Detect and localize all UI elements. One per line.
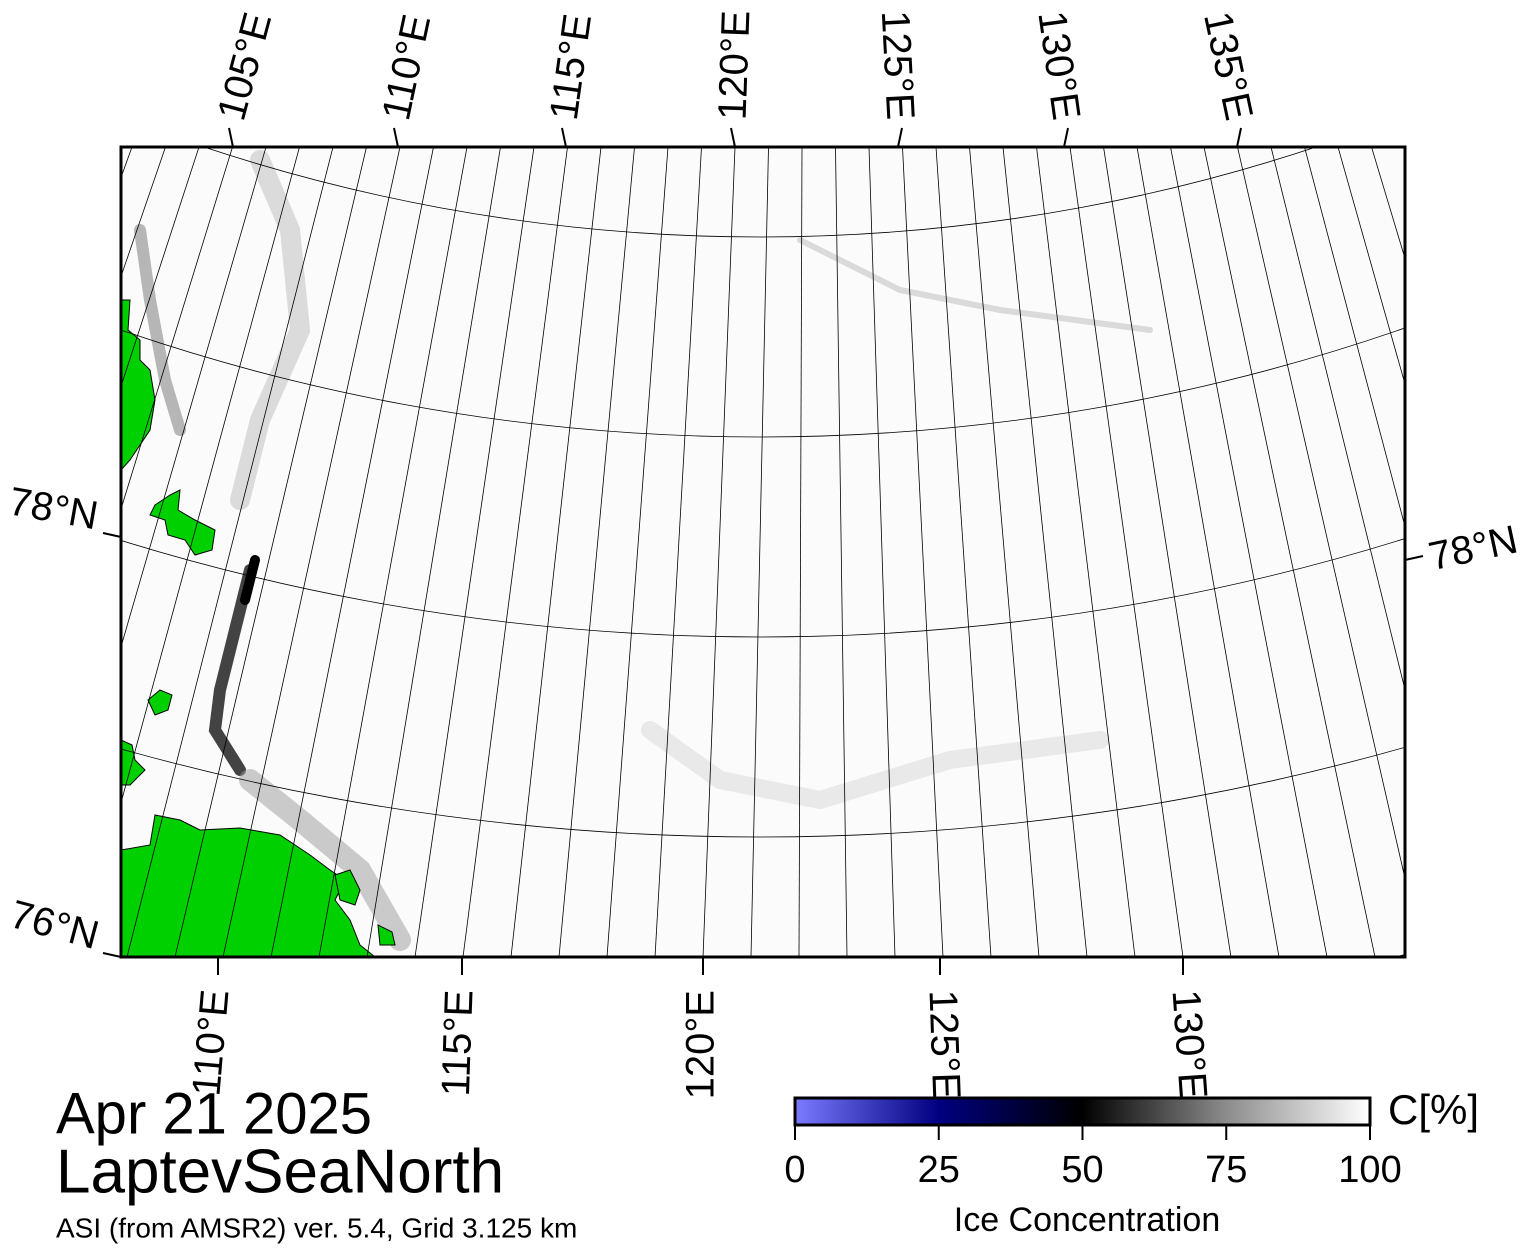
tick bbox=[1063, 127, 1069, 148]
tick bbox=[730, 127, 736, 148]
top-lon-label: 105°E bbox=[209, 8, 280, 125]
colorbar-tick-label: 0 bbox=[784, 1149, 805, 1191]
meridian bbox=[126, 147, 334, 957]
bottom-lon-label: 115°E bbox=[434, 989, 482, 1097]
meridian bbox=[1136, 147, 1280, 957]
tick bbox=[561, 127, 567, 148]
tick bbox=[897, 127, 903, 148]
map-frame bbox=[119, 145, 1407, 959]
date: Apr 21 2025 bbox=[56, 1081, 372, 1146]
tick bbox=[102, 532, 122, 538]
meridian bbox=[121, 147, 233, 511]
bottom-lon-label: 125°E bbox=[920, 989, 968, 1100]
colorbar-tick-label: 100 bbox=[1338, 1149, 1401, 1191]
meridian bbox=[1386, 0, 1528, 957]
meridian bbox=[1002, 147, 1088, 957]
meridian bbox=[750, 147, 769, 957]
ocean bbox=[121, 147, 1405, 957]
meridian bbox=[318, 147, 468, 957]
tick bbox=[1236, 127, 1242, 148]
tick bbox=[102, 952, 122, 958]
meridian bbox=[0, 0, 103, 957]
map-area bbox=[0, 0, 1528, 957]
tick bbox=[393, 127, 399, 148]
top-lon-label: 120°E bbox=[711, 10, 759, 121]
meridian bbox=[868, 147, 896, 957]
meridian bbox=[558, 147, 635, 957]
tick bbox=[1404, 555, 1424, 561]
meridian bbox=[121, 147, 267, 649]
meridian bbox=[1170, 147, 1328, 957]
meridian bbox=[270, 147, 434, 957]
meridian bbox=[935, 147, 992, 957]
meridian bbox=[414, 147, 535, 957]
meridian bbox=[1203, 147, 1376, 957]
meridian bbox=[222, 147, 401, 957]
colorbar: C[%] Ice Concentration 0 25 50 75 100 bbox=[784, 1086, 1479, 1239]
top-lon-label: 110°E bbox=[374, 11, 439, 124]
meridian bbox=[606, 147, 669, 957]
meridian bbox=[702, 147, 736, 957]
bottom-lon-label: 120°E bbox=[679, 990, 723, 1099]
top-lon-label: 115°E bbox=[542, 11, 600, 123]
meridian bbox=[366, 147, 501, 957]
top-lon-label: 130°E bbox=[1029, 8, 1088, 122]
meridian bbox=[1069, 147, 1184, 957]
top-lon-label: 135°E bbox=[1195, 8, 1261, 124]
meridian bbox=[510, 147, 602, 957]
product: ASI (from AMSR2) ver. 5.4, Grid 3.125 km bbox=[56, 1212, 577, 1243]
graticule bbox=[0, 0, 1528, 957]
meridian bbox=[462, 147, 568, 957]
colorbar-label: Ice Concentration bbox=[954, 1201, 1221, 1239]
meridian bbox=[1304, 147, 1405, 529]
meridian bbox=[798, 147, 803, 957]
meridian bbox=[174, 147, 367, 957]
meridian bbox=[835, 147, 848, 957]
meridian bbox=[0, 0, 132, 957]
bottom-lon-label: 130°E bbox=[1163, 988, 1215, 1100]
colorbar-tick-label: 75 bbox=[1205, 1149, 1247, 1191]
meridian bbox=[1103, 147, 1232, 957]
left-lat-label: 76°N bbox=[6, 892, 104, 958]
top-lon-label: 125°E bbox=[873, 9, 923, 121]
colorbar-ramp bbox=[793, 1096, 1372, 1127]
region: LaptevSeaNorth bbox=[56, 1137, 504, 1206]
tick bbox=[228, 127, 234, 148]
colorbar-unit: C[%] bbox=[1388, 1086, 1479, 1133]
meridian bbox=[1270, 147, 1405, 692]
meridian bbox=[121, 147, 300, 805]
parallel bbox=[0, 0, 1528, 37]
meridian bbox=[1036, 147, 1136, 957]
meridian bbox=[1237, 147, 1405, 881]
colorbar-tick-label: 25 bbox=[918, 1149, 960, 1191]
right-lat-label: 78°N bbox=[1425, 518, 1522, 580]
left-lat-label: 78°N bbox=[6, 479, 102, 538]
ice-features bbox=[134, 150, 1153, 951]
meridian bbox=[969, 147, 1040, 957]
bottom-lon-label: 110°E bbox=[184, 988, 237, 1098]
colorbar-tick-label: 50 bbox=[1061, 1149, 1103, 1191]
meridian bbox=[654, 147, 702, 957]
